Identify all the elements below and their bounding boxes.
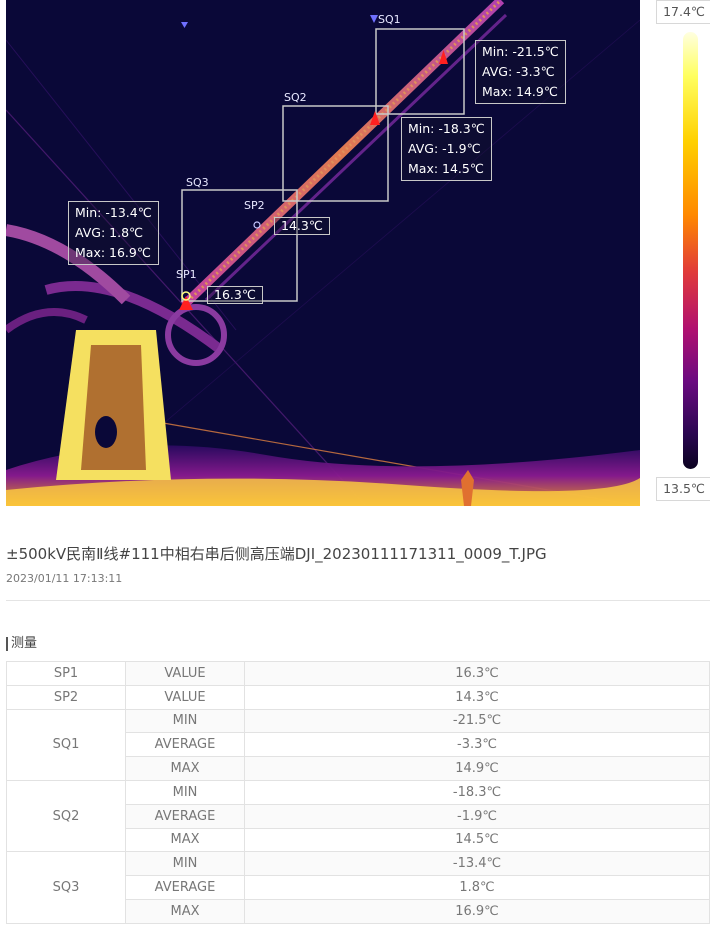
- temperature-scale-bar: [683, 32, 698, 469]
- table-row: AVERAGE 1.8℃: [7, 875, 710, 900]
- measure-value: -13.4℃: [244, 851, 710, 877]
- table-row: MAX 16.9℃: [7, 898, 710, 924]
- measure-name: SQ3: [6, 851, 126, 924]
- sq1-readout: Min: -21.5℃ AVG: -3.3℃ Max: 14.9℃: [475, 40, 566, 104]
- measure-value: 14.9℃: [244, 756, 710, 781]
- area-tag-sq1: SQ1: [378, 13, 401, 26]
- sq2-avg: AVG: -1.9℃: [408, 141, 481, 156]
- measure-type: MIN: [125, 851, 245, 877]
- measure-name: SQ1: [6, 708, 126, 781]
- sq2-readout: Min: -18.3℃ AVG: -1.9℃ Max: 14.5℃: [401, 117, 492, 181]
- measure-type: VALUE: [125, 661, 245, 686]
- point-tag-sp1: SP1: [176, 268, 197, 281]
- table-row: AVERAGE -1.9℃: [7, 803, 710, 829]
- scale-max-label: 17.4℃: [656, 0, 710, 24]
- measure-type: VALUE: [125, 684, 245, 710]
- divider: [6, 600, 710, 601]
- table-row: SQ1 MIN -21.5℃: [6, 708, 710, 781]
- sq3-readout: Min: -13.4℃ AVG: 1.8℃ Max: 16.9℃: [68, 201, 159, 265]
- sq3-avg: AVG: 1.8℃: [75, 225, 144, 240]
- measure-value: 16.9℃: [244, 898, 710, 924]
- table-row: SQ2 MIN -18.3℃: [6, 779, 710, 853]
- measure-type: MAX: [125, 898, 245, 924]
- thermal-scene: [6, 0, 640, 506]
- measure-value: -21.5℃: [244, 708, 710, 734]
- sq2-min: Min: -18.3℃: [408, 121, 485, 136]
- measure-type: MIN: [125, 708, 245, 734]
- table-row: MAX 14.9℃: [7, 756, 710, 781]
- table-row: SQ3 MIN -13.4℃: [6, 851, 710, 924]
- measure-name: SP2: [6, 684, 126, 710]
- sq1-max: Max: 14.9℃: [482, 84, 558, 99]
- image-date: 2023/01/11 17:13:11: [6, 572, 123, 585]
- area-tag-sq3: SQ3: [186, 176, 209, 189]
- measure-type: MIN: [125, 779, 245, 805]
- measure-type: AVERAGE: [125, 803, 245, 829]
- table-row: AVERAGE -3.3℃: [7, 732, 710, 758]
- measure-value: 14.3℃: [244, 684, 710, 710]
- measure-value: -3.3℃: [244, 732, 710, 758]
- point-tag-sp2: SP2: [244, 199, 265, 212]
- measure-value: 1.8℃: [244, 875, 710, 900]
- measure-type: MAX: [125, 756, 245, 781]
- section-title: 测量: [6, 637, 37, 651]
- sq1-avg: AVG: -3.3℃: [482, 64, 555, 79]
- table-row: MAX 14.5℃: [7, 827, 710, 853]
- area-tag-sq2: SQ2: [284, 91, 307, 104]
- measure-type: AVERAGE: [125, 875, 245, 900]
- table-row: SP1 VALUE 16.3℃: [6, 661, 710, 686]
- sq2-max: Max: 14.5℃: [408, 161, 484, 176]
- measure-value: 16.3℃: [244, 661, 710, 686]
- scale-min-label: 13.5℃: [656, 477, 710, 501]
- measure-value: -1.9℃: [244, 803, 710, 829]
- measure-name: SQ2: [6, 779, 126, 853]
- thermal-image: SQ1 SQ2 SQ3 SP2 SP1 Min: -21.5℃ AVG: -3.…: [6, 0, 640, 506]
- sq1-min: Min: -21.5℃: [482, 44, 559, 59]
- measure-name: SP1: [6, 661, 126, 686]
- sp2-readout: 14.3℃: [274, 217, 330, 235]
- measurement-table: SP1 VALUE 16.3℃ SP2 VALUE 14.3℃ SQ1 MIN …: [6, 661, 710, 924]
- measure-value: -18.3℃: [244, 779, 710, 805]
- measure-type: MAX: [125, 827, 245, 853]
- sq3-max: Max: 16.9℃: [75, 245, 151, 260]
- measure-type: AVERAGE: [125, 732, 245, 758]
- image-title: ±500kV民南Ⅱ线#111中相右串后侧高压端DJI_2023011117131…: [6, 545, 547, 563]
- measure-value: 14.5℃: [244, 827, 710, 853]
- sq3-min: Min: -13.4℃: [75, 205, 152, 220]
- sp1-readout: 16.3℃: [207, 286, 263, 304]
- table-row: SP2 VALUE 14.3℃: [6, 684, 710, 710]
